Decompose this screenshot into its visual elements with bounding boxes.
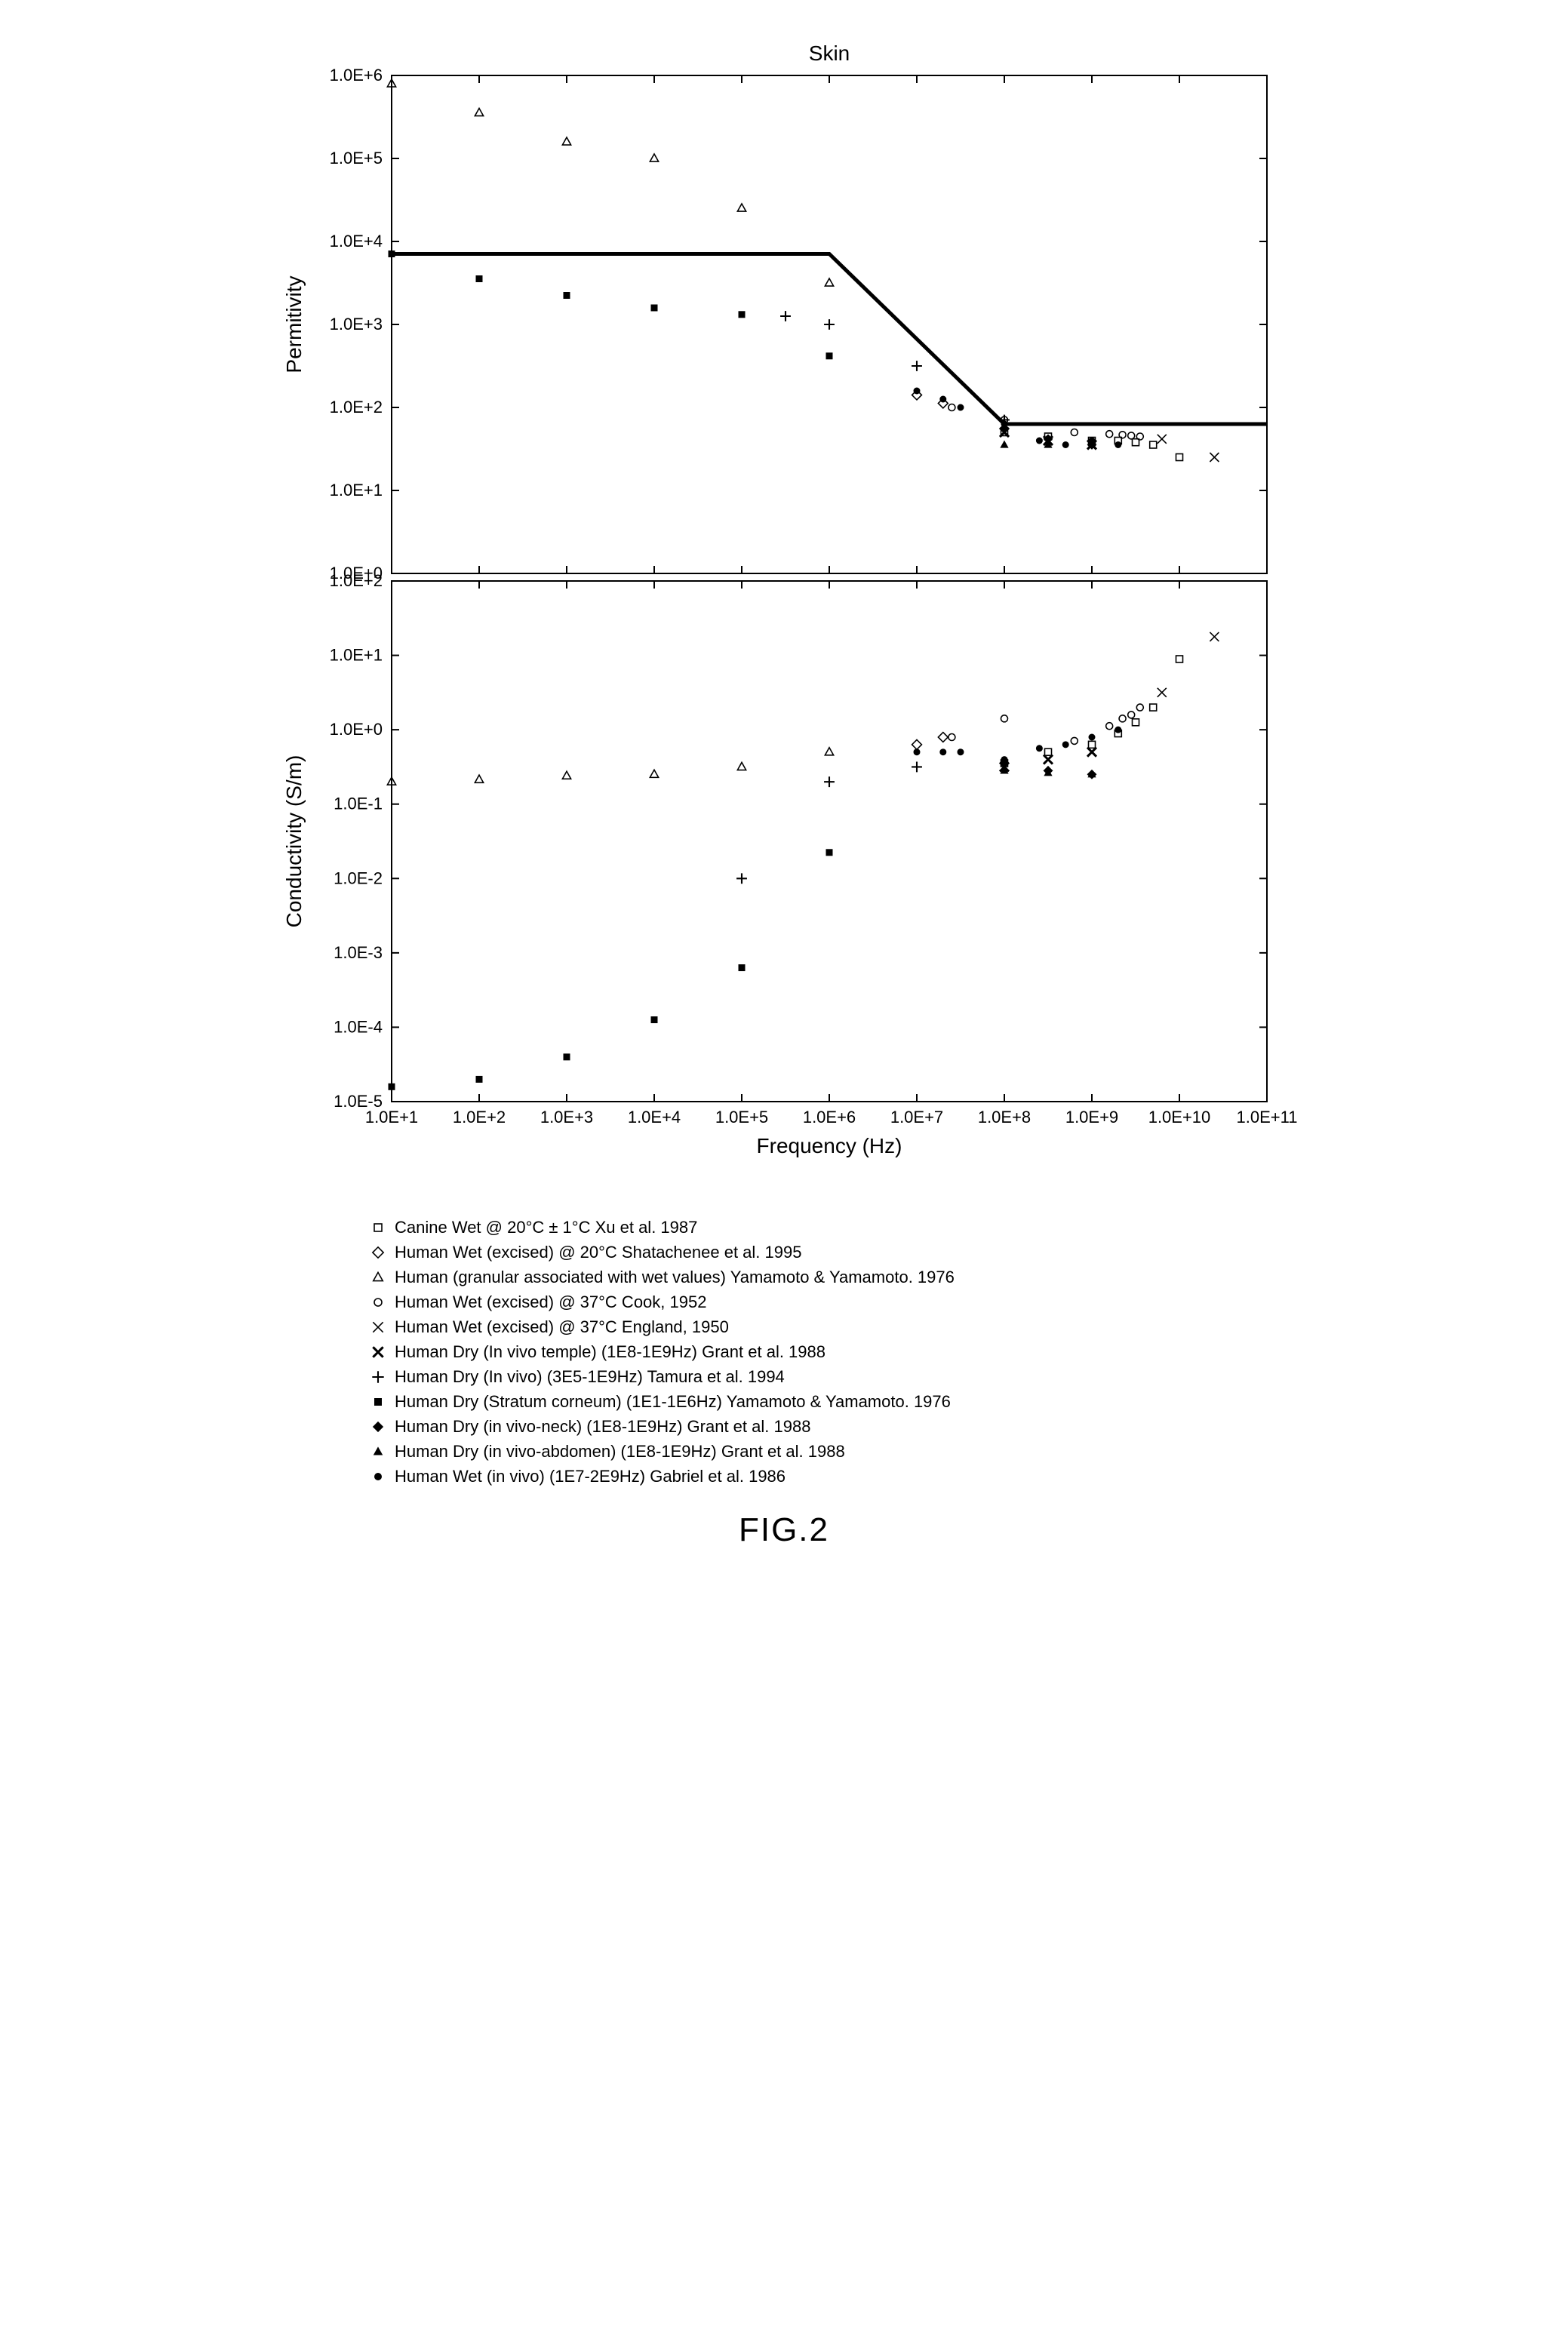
legend-label: Human Dry (In vivo) (3E5-1E9Hz) Tamura e…	[395, 1364, 785, 1389]
svg-text:1.0E+11: 1.0E+11	[1237, 1108, 1298, 1127]
svg-text:Permitivity: Permitivity	[282, 275, 306, 373]
legend-label: Human Wet (excised) @ 37°C England, 1950	[395, 1314, 729, 1339]
legend-row: Human Dry (In vivo) (3E5-1E9Hz) Tamura e…	[369, 1364, 1199, 1389]
svg-text:1.0E+10: 1.0E+10	[1148, 1108, 1211, 1127]
svg-text:1.0E-3: 1.0E-3	[334, 943, 383, 962]
svg-text:1.0E+2: 1.0E+2	[330, 571, 383, 590]
legend: Canine Wet @ 20°C ± 1°C Xu et al. 1987Hu…	[369, 1215, 1199, 1489]
svg-text:1.0E+7: 1.0E+7	[890, 1108, 943, 1127]
figure-container: 1.0E+0 1.0E+1 1.0E+2 1.0E+3 1.0E+4 1.0E+5 1.0E…	[256, 30, 1312, 1549]
legend-row: Human Wet (in vivo) (1E7-2E9Hz) Gabriel …	[369, 1464, 1199, 1489]
svg-text:1.0E+3: 1.0E+3	[540, 1108, 593, 1127]
figure-label: FIG.2	[256, 1511, 1312, 1549]
legend-label: Human (granular associated with wet valu…	[395, 1265, 955, 1289]
legend-label: Human Wet (excised) @ 20°C Shatachenee e…	[395, 1240, 801, 1265]
svg-text:Conductivity (S/m): Conductivity (S/m)	[282, 755, 306, 928]
legend-row: Human Dry (in vivo-abdomen) (1E8-1E9Hz) …	[369, 1439, 1199, 1464]
svg-text:Skin: Skin	[809, 41, 850, 65]
svg-text:1.0E-1: 1.0E-1	[334, 795, 383, 813]
legend-label: Canine Wet @ 20°C ± 1°C Xu et al. 1987	[395, 1215, 697, 1240]
legend-row: Human Dry (Stratum corneum) (1E1-1E6Hz) …	[369, 1389, 1199, 1414]
svg-text:1.0E+6: 1.0E+6	[803, 1108, 856, 1127]
svg-text:1.0E+5: 1.0E+5	[715, 1108, 768, 1127]
svg-text:Frequency (Hz): Frequency (Hz)	[757, 1134, 902, 1157]
legend-row: Canine Wet @ 20°C ± 1°C Xu et al. 1987	[369, 1215, 1199, 1240]
svg-text:1.0E+3: 1.0E+3	[330, 315, 383, 333]
svg-text:1.0E+1: 1.0E+1	[330, 481, 383, 499]
svg-text:1.0E-2: 1.0E-2	[334, 868, 383, 887]
legend-label: Human Wet (excised) @ 37°C Cook, 1952	[395, 1289, 706, 1314]
legend-row: Human Wet (excised) @ 20°C Shatachenee e…	[369, 1240, 1199, 1265]
legend-row: Human Dry (In vivo temple) (1E8-1E9Hz) G…	[369, 1339, 1199, 1364]
svg-text:1.0E+2: 1.0E+2	[453, 1108, 506, 1127]
legend-row: Human Dry (in vivo-neck) (1E8-1E9Hz) Gra…	[369, 1414, 1199, 1439]
svg-text:1.0E+5: 1.0E+5	[330, 149, 383, 168]
svg-text:1.0E+8: 1.0E+8	[978, 1108, 1031, 1127]
legend-label: Human Wet (in vivo) (1E7-2E9Hz) Gabriel …	[395, 1464, 786, 1489]
legend-label: Human Dry (in vivo-neck) (1E8-1E9Hz) Gra…	[395, 1414, 810, 1439]
svg-text:1.0E+1: 1.0E+1	[365, 1108, 418, 1127]
legend-row: Human Wet (excised) @ 37°C Cook, 1952	[369, 1289, 1199, 1314]
svg-text:1.0E+9: 1.0E+9	[1065, 1108, 1118, 1127]
legend-label: Human Dry (In vivo temple) (1E8-1E9Hz) G…	[395, 1339, 826, 1364]
legend-row: Human Wet (excised) @ 37°C England, 1950	[369, 1314, 1199, 1339]
svg-text:1.0E-4: 1.0E-4	[334, 1017, 383, 1036]
svg-text:1.0E+4: 1.0E+4	[628, 1108, 681, 1127]
chart-svg: 1.0E+0 1.0E+1 1.0E+2 1.0E+3 1.0E+4 1.0E+5 1.0E…	[256, 30, 1312, 1200]
svg-text:1.0E+6: 1.0E+6	[330, 66, 383, 85]
legend-row: Human (granular associated with wet valu…	[369, 1265, 1199, 1289]
legend-label: Human Dry (Stratum corneum) (1E1-1E6Hz) …	[395, 1389, 951, 1414]
svg-text:1.0E+4: 1.0E+4	[330, 232, 383, 251]
legend-label: Human Dry (in vivo-abdomen) (1E8-1E9Hz) …	[395, 1439, 845, 1464]
svg-text:1.0E+0: 1.0E+0	[330, 720, 383, 739]
svg-text:1.0E+1: 1.0E+1	[330, 646, 383, 665]
svg-text:1.0E+2: 1.0E+2	[330, 398, 383, 416]
